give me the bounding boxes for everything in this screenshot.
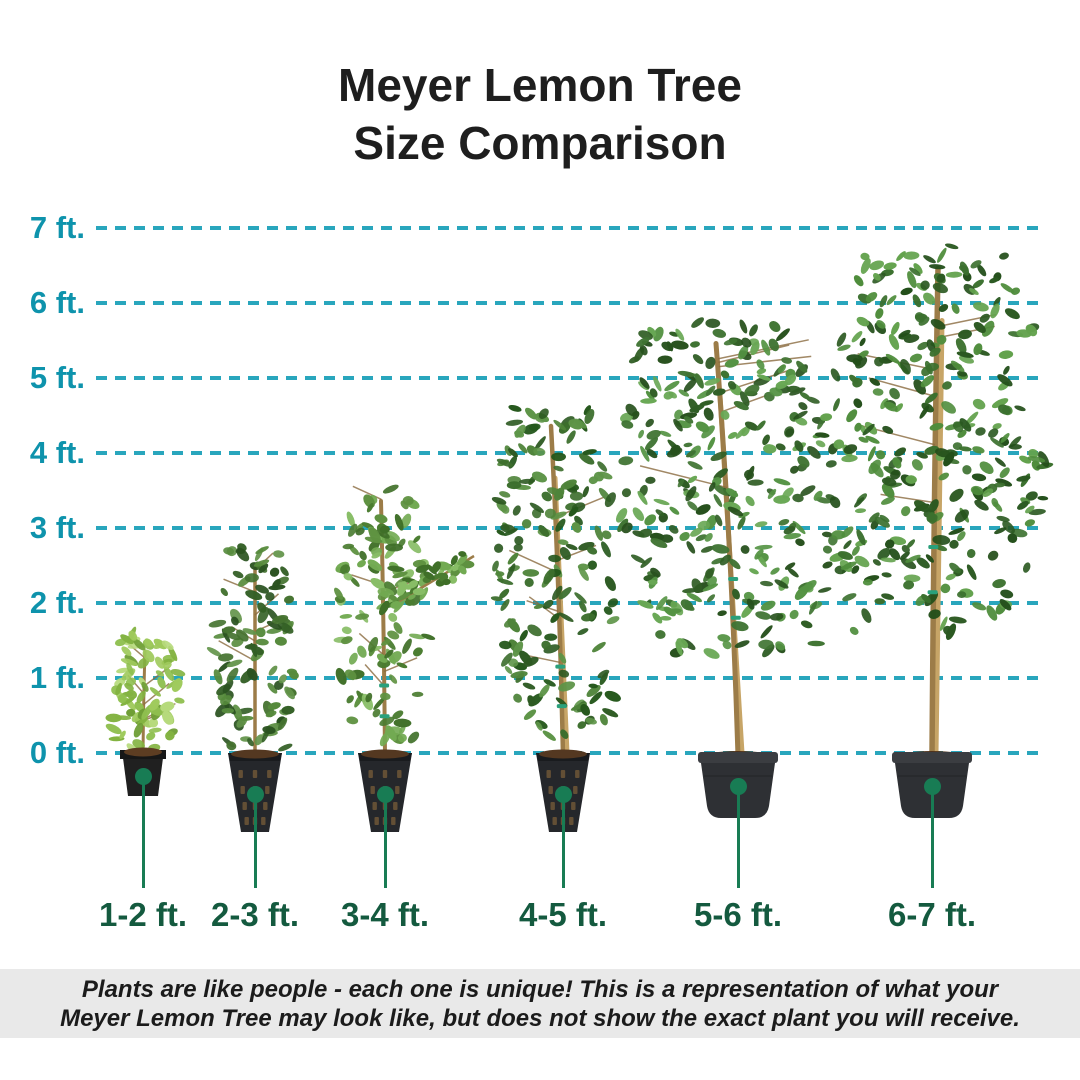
connector-dot	[554, 785, 572, 803]
size-category-label: 6-7 ft.	[887, 896, 976, 933]
connector-line	[930, 786, 934, 888]
connector-dot	[134, 767, 152, 785]
connector-line	[561, 794, 565, 888]
y-axis-tick-label: 6 ft.	[29, 285, 85, 320]
title-line-1: Meyer Lemon Tree	[338, 59, 742, 111]
dashed-gridline	[96, 526, 1042, 530]
connector-line	[383, 794, 387, 888]
connector-dot	[376, 785, 394, 803]
connector-line	[736, 786, 740, 888]
dashed-gridline	[96, 601, 1042, 605]
y-axis-tick-label: 1 ft.	[29, 660, 85, 695]
connector-line	[253, 794, 257, 888]
size-category-label: 4-5 ft.	[518, 896, 607, 933]
page-title: Meyer Lemon Tree Size Comparison	[0, 56, 1080, 172]
connector-dot	[246, 785, 264, 803]
dashed-gridline	[96, 676, 1042, 680]
tree-illustration-1-2-ft	[105, 626, 186, 796]
size-category-label: 5-6 ft.	[693, 896, 782, 933]
tree-illustration-6-7-ft	[820, 243, 1054, 818]
y-axis-tick-label: 2 ft.	[29, 585, 85, 620]
y-axis-tick-label: 4 ft.	[29, 435, 85, 470]
connector-line	[141, 776, 145, 888]
dashed-gridline	[96, 451, 1042, 455]
dashed-gridline	[96, 301, 1042, 305]
dashed-gridline	[96, 226, 1042, 230]
y-axis-tick-label: 5 ft.	[29, 360, 85, 395]
tree-illustration-5-6-ft	[615, 317, 838, 818]
disclaimer-line-2: Meyer Lemon Tree may look like, but does…	[60, 1004, 1020, 1032]
size-category-label: 1-2 ft.	[98, 896, 187, 933]
y-axis-tick-label: 3 ft.	[29, 510, 85, 545]
disclaimer: Plants are like people - each one is uni…	[0, 969, 1080, 1038]
connector-dot	[729, 777, 747, 795]
disclaimer-line-1: Plants are like people - each one is uni…	[81, 975, 999, 1003]
dashed-gridline	[96, 376, 1042, 380]
size-category-label: 2-3 ft.	[210, 896, 299, 933]
size-category-label: 3-4 ft.	[340, 896, 429, 933]
connector-dot	[923, 777, 941, 795]
title-line-2: Size Comparison	[353, 117, 727, 169]
y-axis-tick-label: 0 ft.	[29, 735, 85, 770]
tree-illustration-4-5-ft	[490, 404, 621, 832]
y-axis-tick-label: 7 ft.	[29, 210, 85, 245]
tree-illustration-3-4-ft	[333, 484, 475, 832]
